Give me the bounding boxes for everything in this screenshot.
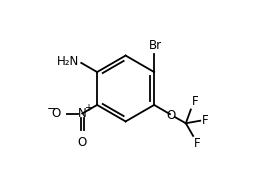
Text: F: F <box>194 137 201 150</box>
Text: F: F <box>202 114 209 127</box>
Text: O: O <box>167 109 176 122</box>
Text: N: N <box>78 107 87 120</box>
Text: Br: Br <box>149 39 162 52</box>
Text: F: F <box>192 95 199 108</box>
Text: O: O <box>78 136 87 149</box>
Text: +: + <box>84 103 92 113</box>
Text: O: O <box>51 107 60 120</box>
Text: −: − <box>47 104 56 114</box>
Text: H₂N: H₂N <box>57 55 79 68</box>
